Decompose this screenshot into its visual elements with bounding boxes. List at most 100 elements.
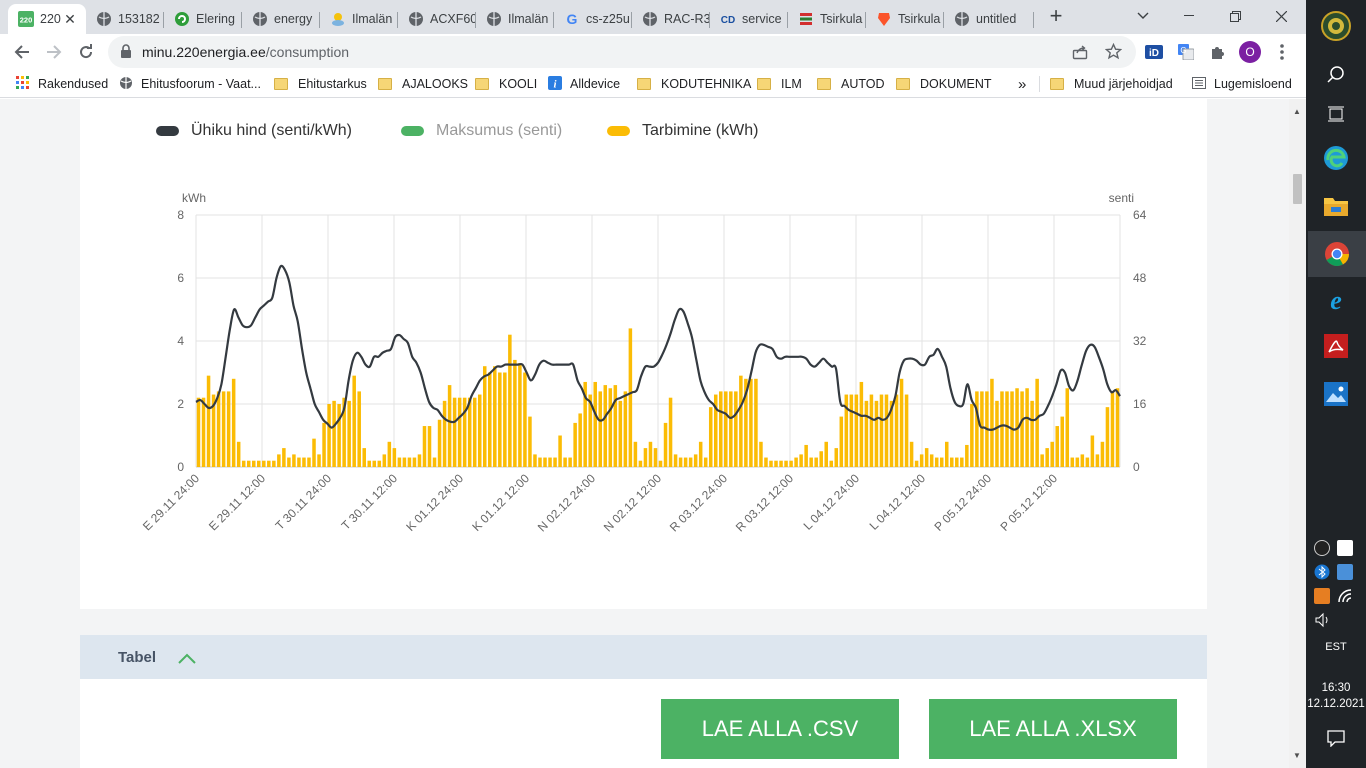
page-content: Ühiku hind (senti/kWh) Maksumus (senti) … [0,99,1306,768]
legend-item-price[interactable]: Ühiku hind (senti/kWh) [156,122,352,140]
consumption-bar [879,394,884,467]
bookmark-kooli[interactable]: KOOLI [475,75,537,93]
url-path: /consumption [265,44,350,60]
consumption-bar [819,451,823,467]
consumption-bar [206,375,211,467]
consumption-bar [347,400,351,467]
tab-ilmalan-1[interactable]: Ilmalän [320,4,398,34]
svg-text:e: e [1330,287,1342,313]
edge-icon[interactable] [1320,142,1352,174]
chrome-icon[interactable] [1308,231,1366,277]
scroll-up-arrow-icon[interactable]: ▲ [1293,107,1301,116]
legend-item-cost[interactable]: Maksumus (senti) [401,122,562,140]
input-language[interactable]: EST [1325,641,1347,653]
tab-service[interactable]: CD service [710,4,788,34]
wifi-icon[interactable] [1337,588,1353,604]
consumption-bar [322,422,326,467]
tab-energy[interactable]: energy [242,4,320,34]
tab-untitled[interactable]: untitled [944,4,1034,34]
browser-menu-icon[interactable] [1268,38,1296,66]
consumption-bar [1020,391,1024,467]
bookmark-kodutehnika[interactable]: KODUTEHNIKA [637,75,751,93]
tab-tsirkula-2[interactable]: Tsirkula [866,4,944,34]
scroll-down-arrow-icon[interactable]: ▼ [1293,751,1301,760]
tab-label: Ilmalän [508,12,549,26]
tab-elering[interactable]: Elering [164,4,242,34]
clock[interactable]: 16:30 12.12.2021 [1306,680,1366,712]
chevron-up-icon[interactable] [178,651,196,669]
x-tick-label: T 30.11 12:00 [339,471,401,533]
bookmark-star-icon[interactable] [1104,42,1123,65]
tray-network-app-icon[interactable] [1337,564,1353,580]
consumption-bar [523,372,527,467]
consumption-bar [377,460,382,467]
bookmark-ehitusfoorum[interactable]: Ehitusfoorum - Vaat... [119,75,261,93]
tray-app-icon[interactable] [1314,540,1330,556]
bookmark-alldevice[interactable]: i Alldevice [548,75,620,93]
id-extension-icon[interactable]: iD [1140,38,1168,66]
scrollbar-thumb[interactable] [1293,174,1302,204]
bluetooth-icon[interactable] [1314,564,1330,580]
consumption-bar [317,454,321,467]
consumption-bar [869,394,874,467]
share-icon[interactable] [1072,44,1088,65]
bookmark-ajalooks[interactable]: AJALOOKS [378,75,468,93]
consumption-bar [578,413,582,467]
consumption-bar [558,435,562,467]
acrobat-icon[interactable] [1320,330,1352,362]
legend-item-consumption[interactable]: Tarbimine (kWh) [607,122,758,140]
consumption-bar [899,378,904,467]
minimize-button[interactable] [1166,0,1212,32]
consumption-bar [854,394,859,467]
clock-date: 12.12.2021 [1307,698,1365,710]
page-scrollbar[interactable]: ▲ ▼ [1289,99,1306,768]
address-bar[interactable]: minu.220energia.ee/consumption [108,36,1136,68]
download-csv-button[interactable]: LAE ALLA .CSV [661,699,899,759]
tray-shield-icon[interactable] [1337,540,1353,556]
restore-button[interactable] [1212,0,1258,32]
close-tab-icon[interactable]: ✕ [64,10,76,27]
lock-icon[interactable] [120,44,132,64]
translate-extension-icon[interactable]: G [1172,38,1200,66]
download-xlsx-button[interactable]: LAE ALLA .XLSX [929,699,1177,759]
file-explorer-icon[interactable] [1320,190,1352,222]
volume-icon[interactable] [1314,612,1330,628]
bookmark-apps[interactable]: Rakendused [16,75,108,93]
tray-tool-icon[interactable] [1314,588,1330,604]
task-view-icon[interactable] [1320,98,1352,130]
consumption-bar [729,391,733,467]
consumption-bar [719,391,723,467]
price-line [195,264,1121,431]
tab-search-chevron-icon[interactable] [1120,0,1166,32]
extensions-puzzle-icon[interactable] [1204,38,1232,66]
profile-avatar[interactable]: O [1236,38,1264,66]
tab-tsirkula-1[interactable]: Tsirkula [788,4,866,34]
photos-icon[interactable] [1320,378,1352,410]
tab-ilmalan-2[interactable]: Ilmalän [476,4,554,34]
consumption-bar [528,416,532,467]
tab-rac-r3[interactable]: RAC-R3 [632,4,710,34]
bookmark-ehitustarkus[interactable]: Ehitustarkus [274,75,367,93]
search-icon[interactable] [1320,58,1352,90]
tab-220energia[interactable]: 220 220 ✕ [8,4,86,34]
new-tab-button[interactable]: + [1049,3,1063,28]
tab-acxf60[interactable]: ACXF60 [398,4,476,34]
back-button[interactable] [8,38,36,66]
table-section-header[interactable]: Tabel [80,635,1207,679]
bookmark-ilm[interactable]: ILM [757,75,802,93]
reading-list-button[interactable]: Lugemisloend [1192,75,1292,93]
tab-153182[interactable]: 153182 [86,4,164,34]
bookmark-label: Ehitustarkus [298,77,367,91]
internet-explorer-icon[interactable]: e [1320,284,1352,316]
cortana-icon[interactable] [1320,10,1352,42]
forward-button[interactable] [40,38,68,66]
bookmark-dokument[interactable]: DOKUMENT [896,75,992,93]
close-window-button[interactable] [1258,0,1304,32]
bookmark-autod[interactable]: AUTOD [817,75,885,93]
reload-button[interactable] [72,38,100,66]
more-bookmarks-button[interactable]: » [1018,75,1027,93]
consumption-bar [357,391,361,467]
other-bookmarks-button[interactable]: Muud järjehoidjad [1050,75,1173,93]
notifications-icon[interactable] [1320,722,1352,754]
